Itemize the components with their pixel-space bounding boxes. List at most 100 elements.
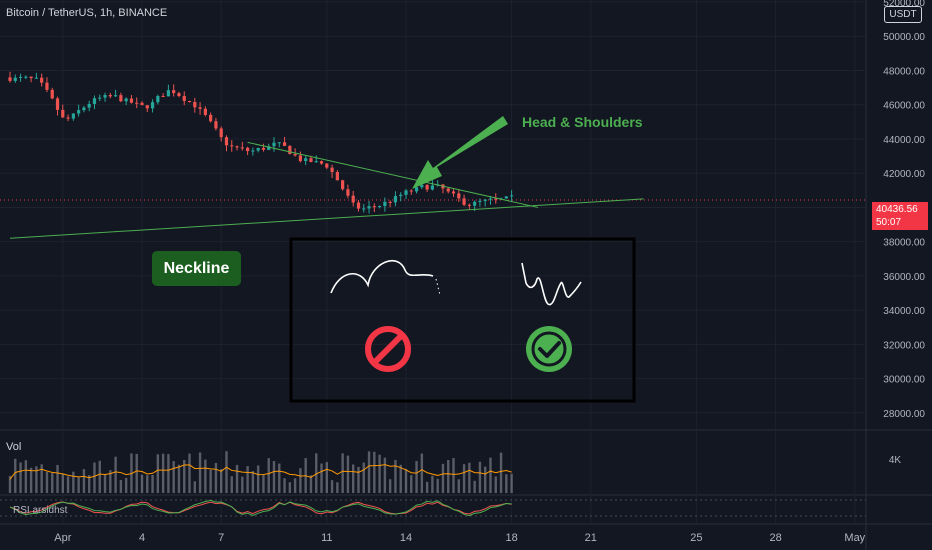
volume-bar (462, 464, 466, 493)
rsi-signal-line (9, 499, 512, 517)
volume-bar (220, 469, 223, 493)
candle-body (219, 128, 223, 138)
volume-bar (172, 461, 175, 493)
candle-body (87, 103, 91, 108)
volume-bar (119, 480, 123, 493)
y-tick-label: 48000.00 (883, 66, 925, 77)
candle-body (356, 202, 361, 209)
volume-bar (98, 460, 101, 493)
volume-bar (209, 469, 212, 493)
volume-bar (473, 480, 476, 493)
volume-bar (66, 476, 70, 493)
volume-bar (367, 451, 371, 493)
candle-body (309, 158, 313, 162)
volume-bar (431, 475, 434, 493)
volume-bar (278, 463, 281, 493)
candle-body (325, 163, 329, 168)
candle-body (177, 93, 181, 97)
x-tick-label: 14 (400, 532, 412, 544)
volume-bar (230, 476, 233, 493)
volume-bar (225, 451, 228, 493)
time-axis[interactable]: Apr 4 7 11 14 18 21 25 28 May (54, 532, 865, 544)
check-circle-icon (526, 326, 572, 372)
trend-line (247, 141, 539, 208)
right-shape-sketch (521, 262, 582, 306)
candle-body (372, 206, 376, 208)
volume-bar (383, 457, 387, 493)
last-price-value: 40436.56 (876, 204, 918, 215)
candle-body (272, 142, 276, 147)
candle-body (13, 77, 17, 81)
volume-bar (267, 458, 270, 493)
rsi-indicator-label[interactable]: RSI arsidhst (13, 505, 68, 516)
candle-body (24, 76, 28, 78)
candle-body (288, 145, 292, 154)
volume-bar (394, 460, 397, 493)
candle-body (214, 121, 218, 129)
pattern-explanation-box (289, 237, 636, 403)
volume-bar (193, 481, 196, 493)
volume-bar (109, 470, 112, 493)
candle-body (277, 142, 281, 144)
candle-body (282, 142, 287, 146)
candle-body (457, 193, 461, 199)
volume-bar (88, 475, 91, 493)
y-tick-label: 44000.00 (883, 135, 925, 146)
candle-body (161, 96, 165, 98)
volume-bar (72, 471, 75, 493)
rsi-pane (0, 499, 866, 517)
x-tick-label: 21 (585, 532, 597, 544)
volume-bar (188, 453, 191, 493)
volume-bar (135, 453, 138, 493)
candle-body (467, 204, 471, 206)
volume-bar (452, 458, 455, 493)
x-tick-label: 25 (690, 532, 702, 544)
volume-bar (45, 471, 49, 493)
symbol-title[interactable]: Bitcoin / TetherUS, 1h, BINANCE (6, 7, 168, 19)
candle-body (488, 198, 493, 200)
volume-bar (362, 462, 365, 493)
volume-indicator-label[interactable]: Vol (6, 441, 22, 453)
volume-bar (499, 452, 503, 493)
volume-bar (378, 454, 381, 493)
candle-body (351, 195, 355, 203)
candle-body (314, 161, 318, 163)
head-shoulders-arrow-icon (412, 116, 508, 189)
volume-bar (156, 454, 160, 493)
x-tick-label: 4 (139, 532, 145, 544)
volume-bar (352, 464, 355, 493)
candle-body (378, 205, 382, 207)
head-shoulders-label: Head & Shoulders (522, 114, 643, 130)
volume-bar (457, 479, 460, 493)
volume-bar (56, 464, 59, 493)
wrong-shape-dots (435, 278, 441, 296)
volume-bar (198, 452, 202, 493)
volume-bar (436, 478, 439, 493)
volume-pane (8, 451, 513, 493)
volume-bar (29, 467, 33, 493)
candle-body (92, 98, 97, 104)
candle-body (414, 187, 419, 192)
candle-body (103, 95, 107, 98)
candle-body (393, 196, 398, 203)
candle-body (383, 201, 387, 206)
candle-body (135, 102, 139, 104)
volume-bar (14, 458, 17, 493)
candle-body (483, 199, 487, 201)
candle-body (420, 184, 424, 188)
prohibited-icon (365, 326, 411, 372)
y-tick-label: 30000.00 (883, 375, 925, 386)
x-tick-label: 28 (769, 532, 781, 544)
trend-lines[interactable] (9, 141, 644, 239)
candle-body (346, 189, 350, 196)
candle-body (172, 90, 176, 94)
candle-body (451, 191, 456, 194)
volume-bar (404, 468, 408, 493)
volume-bar (177, 464, 181, 493)
candle-body (55, 98, 60, 110)
wrong-shape-sketch (330, 259, 434, 294)
currency-badge[interactable]: USDT (884, 6, 922, 23)
candle-body (425, 184, 429, 190)
